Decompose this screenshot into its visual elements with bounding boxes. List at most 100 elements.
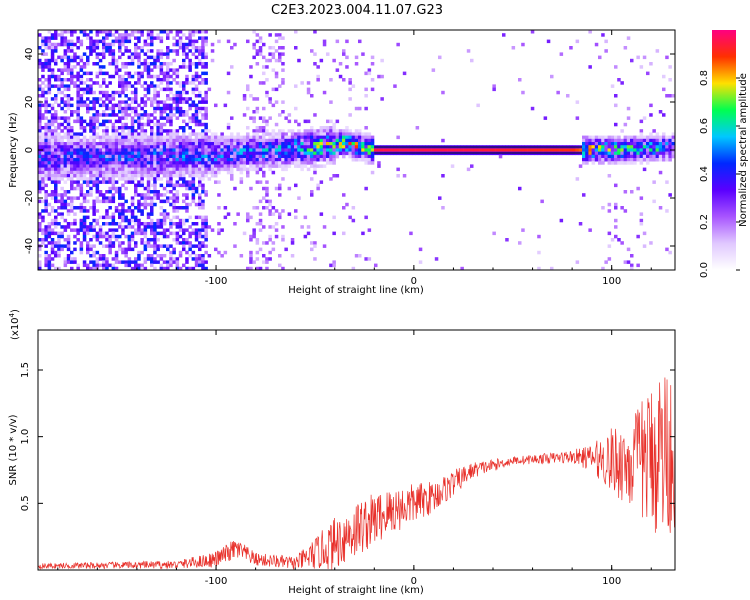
heatmap-cell: [121, 74, 125, 79]
heatmap-cell: [348, 129, 352, 133]
heatmap-cell: [367, 132, 372, 136]
heatmap-cell: [322, 225, 327, 229]
heatmap-cell: [57, 254, 61, 258]
heatmap-cell: [652, 199, 656, 204]
heatmap-cell: [255, 161, 260, 165]
heatmap-cell: [127, 49, 132, 53]
heatmap-cell: [41, 218, 45, 223]
heatmap-cell: [79, 222, 84, 226]
heatmap-cell: [476, 148, 480, 152]
heatmap-cell: [137, 58, 141, 63]
heatmap-cell: [662, 158, 666, 162]
heatmap-cell: [92, 148, 96, 152]
heatmap-cell: [383, 148, 388, 152]
heatmap-cell: [198, 30, 202, 34]
heatmap-cell: [198, 183, 202, 188]
heatmap-cell: [191, 129, 196, 133]
heatmap-cell: [50, 222, 55, 226]
heatmap-cell: [44, 234, 48, 239]
heatmap-cell: [527, 148, 532, 152]
heatmap-cell: [175, 142, 180, 146]
heatmap-cell: [76, 170, 80, 175]
heatmap-cell: [98, 257, 103, 261]
heatmap-cell: [118, 215, 122, 220]
heatmap-cell: [150, 135, 154, 140]
heatmap-cell: [66, 151, 71, 156]
heatmap-cell: [239, 161, 244, 165]
heatmap-cell: [182, 84, 186, 88]
heatmap-cell: [137, 145, 141, 149]
heatmap-cell: [220, 142, 224, 146]
heatmap-cell: [60, 78, 64, 82]
heatmap-cell: [121, 33, 125, 37]
heatmap-cell: [271, 148, 276, 152]
heatmap-cell: [150, 183, 154, 188]
heatmap-cell: [361, 52, 365, 56]
heatmap-cell: [268, 225, 272, 229]
heatmap-cell: [521, 90, 525, 95]
heatmap-cell: [162, 161, 167, 165]
heatmap-cell: [172, 78, 176, 82]
heatmap-cell: [79, 190, 84, 194]
heatmap-cell: [60, 234, 64, 239]
heatmap-cell: [102, 263, 106, 268]
heatmap-cell: [617, 135, 621, 140]
heatmap-cell: [118, 142, 122, 146]
heatmap-cell: [668, 135, 672, 140]
heatmap-cell: [44, 158, 48, 162]
heatmap-cell: [47, 68, 52, 72]
heatmap-cell: [114, 90, 119, 95]
heatmap-cell: [172, 183, 176, 188]
heatmap-cell: [342, 151, 346, 156]
heatmap-cell: [79, 202, 84, 207]
heatmap-cell: [95, 164, 100, 168]
heatmap-cell: [588, 65, 592, 69]
x-tick-label: 100: [602, 276, 621, 287]
heatmap-cell: [166, 174, 170, 178]
heatmap-cell: [332, 142, 336, 146]
heatmap-cell: [262, 174, 266, 178]
heatmap-cell: [111, 110, 116, 114]
heatmap-cell: [169, 49, 173, 53]
heatmap-cell: [143, 81, 148, 85]
heatmap-cell: [114, 151, 119, 156]
heatmap-cell: [607, 231, 612, 236]
heatmap-cell: [66, 222, 71, 226]
heatmap-cell: [79, 228, 84, 232]
heatmap-cell: [169, 132, 173, 136]
heatmap-cell: [172, 222, 176, 226]
heatmap-cell: [156, 122, 160, 127]
heatmap-cell: [118, 222, 122, 226]
heatmap-cell: [310, 193, 314, 197]
heatmap-cell: [466, 148, 471, 152]
heatmap-cell: [79, 30, 84, 34]
heatmap-cell: [130, 199, 135, 204]
heatmap-cell: [457, 148, 461, 152]
heatmap-cell: [60, 100, 64, 104]
heatmap-cell: [351, 151, 356, 156]
heatmap-cell: [332, 161, 336, 165]
heatmap-cell: [118, 161, 122, 165]
heatmap-cell: [262, 260, 266, 264]
heatmap-cell: [44, 145, 48, 149]
heatmap-cell: [175, 196, 180, 200]
heatmap-cell: [54, 167, 58, 172]
heatmap-cell: [111, 42, 116, 47]
heatmap-cell: [143, 241, 148, 245]
snr-series-line: [38, 375, 675, 570]
heatmap-cell: [169, 158, 173, 162]
heatmap-cell: [255, 151, 260, 156]
heatmap-cell: [332, 122, 336, 127]
heatmap-cell: [118, 49, 122, 53]
heatmap-cell: [54, 225, 58, 229]
heatmap-cell: [159, 110, 164, 114]
heatmap-cell: [639, 212, 644, 216]
heatmap-cell: [66, 55, 71, 60]
heatmap-cell: [287, 142, 292, 146]
heatmap-cell: [89, 225, 93, 229]
heatmap-cell: [236, 135, 240, 140]
heatmap-cell: [274, 132, 279, 136]
heatmap-cell: [655, 142, 660, 146]
heatmap-cell: [73, 161, 77, 165]
heatmap-cell: [82, 62, 87, 66]
